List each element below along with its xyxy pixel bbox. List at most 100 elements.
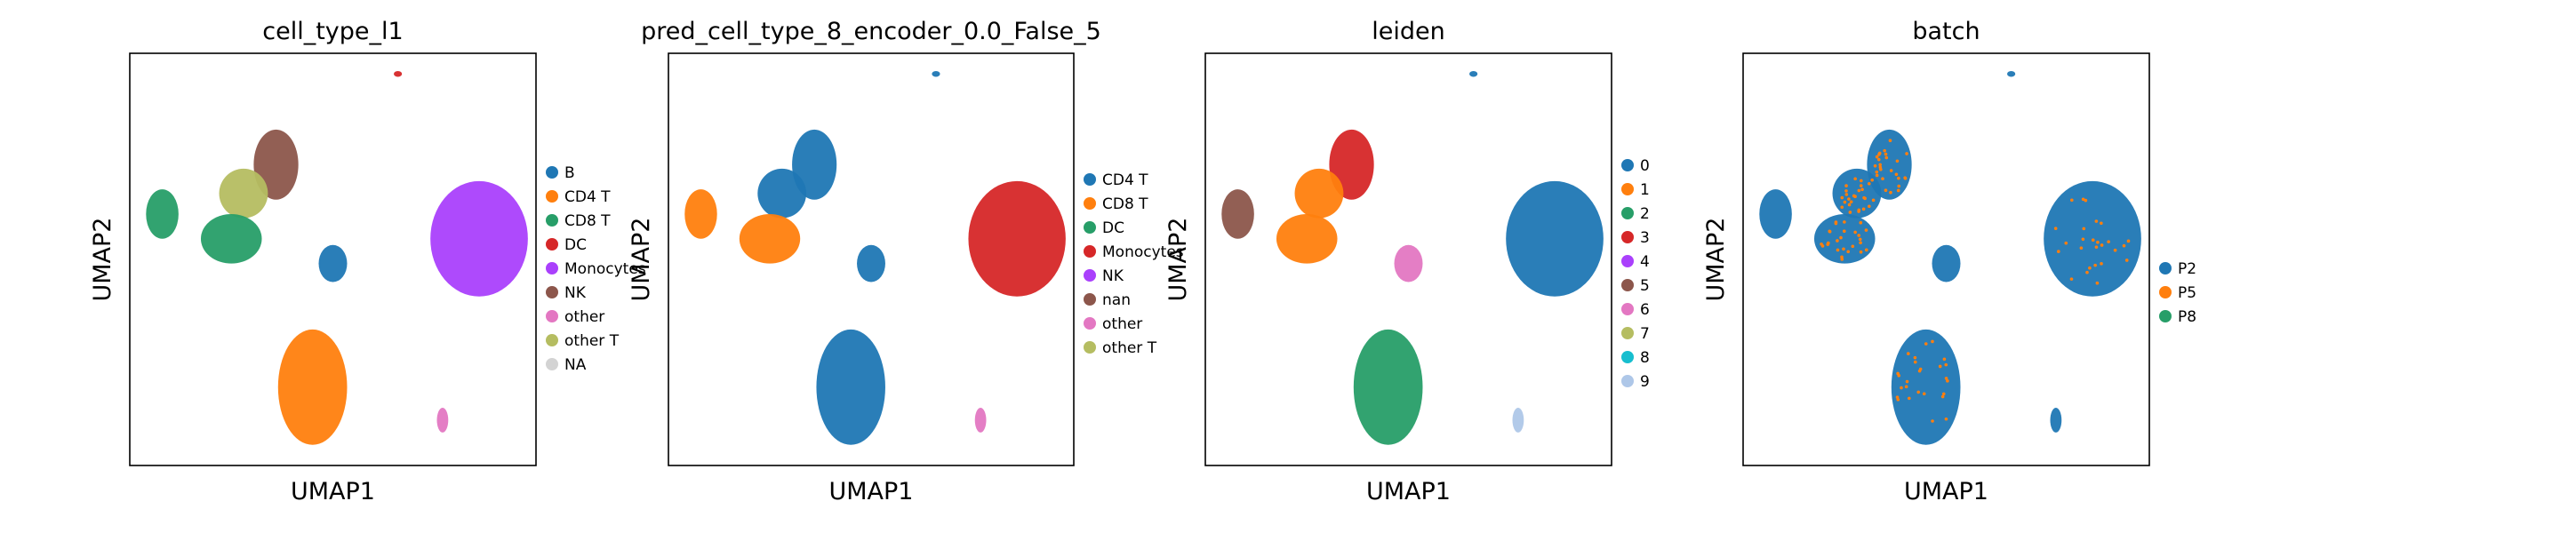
scatter-point	[2113, 248, 2117, 252]
scatter-point	[1881, 177, 1884, 181]
panel-title: cell_type_l1	[262, 18, 403, 45]
scatter-point	[2088, 266, 2092, 270]
legend: CD4 T CD8 T DC Monocytes NK nan other other T	[1084, 171, 1184, 357]
legend: B CD4 T CD8 T DC Monocytes NK other other T NA	[546, 164, 646, 374]
legend-label: Monocytes	[564, 260, 646, 278]
legend-label: CD8 T	[1102, 195, 1148, 213]
scatter-point	[1844, 184, 1848, 187]
scatter-cluster-9	[932, 70, 940, 77]
panel-title: batch	[1912, 18, 1980, 45]
scatter-point	[1942, 357, 1947, 362]
scatter-point	[1859, 250, 1863, 254]
scatter-point	[1843, 220, 1846, 224]
scatter-point	[1884, 188, 1888, 193]
scatter-cluster-2	[757, 168, 807, 219]
legend-label: NK	[564, 284, 587, 302]
legend-label: NA	[564, 356, 587, 374]
legend-marker	[546, 190, 558, 203]
scatter-point	[1896, 188, 1900, 193]
scatter-cluster-6	[430, 180, 528, 297]
scatter-cluster-5	[318, 244, 348, 282]
legend-marker	[546, 286, 558, 298]
legend-label: P8	[2178, 308, 2196, 326]
legend-marker	[1621, 183, 1634, 195]
y-axis-label: UMAP2	[628, 218, 655, 302]
legend-marker	[1621, 351, 1634, 363]
scatter-cluster-2	[1294, 168, 1344, 219]
legend-label: other	[564, 308, 604, 326]
legend-marker	[1084, 173, 1096, 186]
legend-marker	[1621, 327, 1634, 339]
scatter-point	[1897, 184, 1901, 188]
scatter-cluster-5	[857, 244, 885, 282]
scatter-point	[1884, 155, 1889, 160]
legend: P2 P5 P8	[2159, 260, 2196, 326]
scatter-point	[1884, 152, 1888, 156]
scatter-point	[1848, 211, 1852, 214]
legend-label: 6	[1640, 301, 1650, 319]
scatter-point	[1843, 200, 1847, 204]
scatter-point	[1859, 220, 1863, 225]
scatter-point	[2126, 239, 2131, 243]
legend-marker	[1621, 255, 1634, 267]
legend-marker	[546, 334, 558, 346]
legend-marker	[1084, 293, 1096, 306]
scatter-point	[1859, 184, 1863, 187]
legend-marker	[2159, 310, 2172, 322]
scatter-point	[2093, 263, 2097, 267]
scatter-point	[1875, 155, 1879, 159]
scatter-point	[1897, 176, 1900, 180]
scatter-cluster-4	[1276, 213, 1338, 264]
scatter-cluster-9	[2007, 70, 2016, 77]
scatter-point	[2053, 227, 2058, 230]
scatter-point	[2094, 245, 2099, 249]
scatter-point	[1895, 159, 1900, 163]
scatter-point	[1853, 230, 1857, 235]
x-axis-label: UMAP1	[1366, 478, 1451, 505]
legend-marker	[546, 310, 558, 322]
scatter-point	[2094, 219, 2099, 223]
scatter-cluster-2	[1832, 168, 1882, 219]
scatter-point	[1941, 392, 1946, 396]
legend-label: other T	[564, 332, 620, 350]
scatter-cluster-3	[1759, 189, 1792, 239]
legend-label: 3	[1640, 229, 1650, 247]
scatter-point	[1849, 200, 1853, 203]
x-axis-label: UMAP1	[829, 478, 914, 505]
legend-label: other T	[1102, 339, 1157, 357]
scatter-point	[1875, 170, 1879, 174]
scatter-point	[2096, 240, 2100, 244]
scatter-point	[2091, 238, 2095, 243]
scatter-point	[1875, 173, 1879, 178]
scatter-cluster-5	[1394, 244, 1423, 282]
scatter-point	[1903, 176, 1908, 180]
scatter-point	[2069, 277, 2074, 281]
legend-marker	[1621, 303, 1634, 315]
legend-label: 1	[1640, 181, 1650, 199]
scatter-point	[1940, 394, 1945, 399]
scatter-cluster-4	[739, 213, 801, 264]
legend-label: CD8 T	[564, 212, 611, 230]
scatter-point	[1836, 248, 1840, 252]
scatter-point	[1840, 258, 1844, 261]
legend-marker	[2159, 262, 2172, 274]
scatter-cluster-2	[219, 168, 268, 219]
scatter-point	[1834, 220, 1838, 224]
scatter-point	[1863, 196, 1867, 201]
legend-marker	[546, 214, 558, 227]
legend-label: B	[564, 164, 575, 182]
scatter-point	[1894, 172, 1899, 177]
legend-marker	[1621, 279, 1634, 291]
panel-title: leiden	[1372, 18, 1444, 45]
scatter-point	[1851, 244, 1855, 249]
legend-marker	[1084, 269, 1096, 282]
panel-1: cell_type_l1 UMAP1 UMAP2 B CD4 T CD8 T DC Monoc…	[89, 18, 646, 505]
legend-label: 5	[1640, 277, 1650, 295]
scatter-cluster-8	[1512, 408, 1524, 433]
scatter-point	[2124, 259, 2129, 262]
scatter-point	[1860, 187, 1864, 192]
legend-label: 4	[1640, 253, 1650, 271]
scatter-point	[1839, 235, 1843, 240]
scatter-point	[2070, 198, 2074, 203]
scatter-point	[1889, 169, 1893, 172]
